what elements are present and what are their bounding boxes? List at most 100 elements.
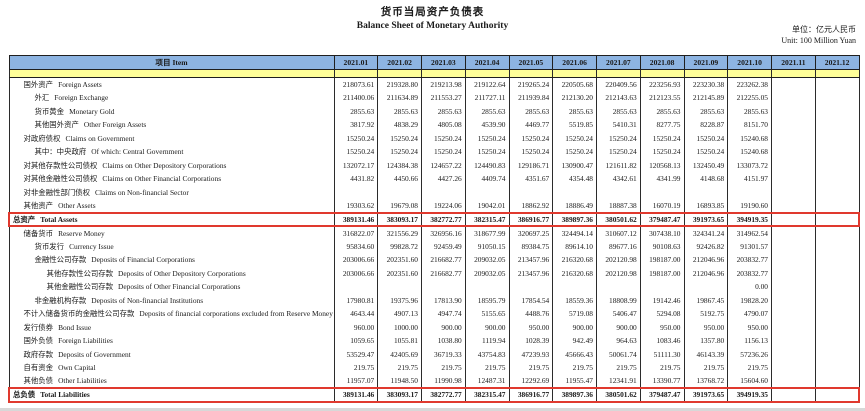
value-cell (464, 280, 510, 294)
item-label-cn: 金融性公司存款 (34, 255, 87, 265)
value-cell (814, 77, 860, 91)
item-label-en: Monetary Gold (69, 106, 115, 116)
value-cell: 4838.29 (377, 118, 422, 132)
value-cell (814, 334, 860, 348)
value-cell (771, 361, 816, 375)
value-cell: 121611.82 (596, 158, 641, 172)
value-cell: 15250.24 (333, 145, 379, 159)
value-cell: 212130.20 (552, 91, 597, 105)
value-cell: 19142.46 (639, 293, 685, 307)
value-cell (771, 334, 816, 348)
item-label-en: Claims on Other Financial Corporations (102, 174, 222, 184)
item-label-en: Claims on Non-financial Sector (95, 187, 189, 197)
item-label-cn: 不计入储备货币的金融性公司存款 (23, 309, 135, 319)
table-row: 对非金融性部门债权 Claims on Non-financial Sector (8, 185, 860, 199)
item-label-en: Bond Issue (58, 322, 92, 332)
value-cell: 95834.60 (333, 239, 379, 253)
value-cell: 18886.49 (552, 199, 597, 213)
value-cell: 89384.75 (508, 239, 554, 253)
table-row: 发行债券 Bond Issue 960.00 1000.00 900.00 900.00 9… (8, 320, 860, 334)
item-label-en: Deposits of Other Financial Corporations (118, 282, 241, 292)
value-cell (771, 211, 816, 227)
value-cell (771, 320, 816, 334)
value-cell: 219.75 (683, 361, 729, 375)
table-row: 其他存款性公司存款 Deposits of Other Depository Co… (8, 266, 860, 280)
item-label-en: Deposits of Government (58, 349, 131, 359)
item-cell: 国外资产 Foreign Assets (8, 77, 335, 91)
value-cell: 964.63 (596, 334, 641, 348)
value-cell: 12487.31 (464, 374, 510, 388)
value-cell: 2855.63 (464, 104, 510, 118)
item-label-en: Currency Issue (69, 241, 114, 251)
spacer-cell (377, 69, 422, 78)
value-cell: 310607.12 (596, 226, 641, 240)
value-cell: 129186.71 (508, 158, 554, 172)
value-cell (333, 185, 379, 199)
spacer-cell (727, 69, 772, 78)
value-cell: 15250.24 (508, 131, 554, 145)
value-cell (683, 185, 729, 199)
balance-sheet-table: 项目 Item 2021.01 2021.02 2021.03 2021.04 2021.… (8, 55, 860, 403)
value-cell: 15250.24 (377, 145, 422, 159)
value-cell: 4342.61 (596, 172, 641, 186)
value-cell (508, 185, 554, 199)
value-cell: 386916.77 (508, 387, 554, 403)
item-label-cn: 对其他存款性公司债权 (23, 160, 98, 170)
column-header: 2021.07 (596, 55, 641, 70)
value-cell: 11990.98 (421, 374, 466, 388)
page-title-cn: 货币当局资产负债表 (380, 7, 485, 18)
value-cell: 132450.49 (683, 158, 729, 172)
spacer-cell (8, 69, 335, 78)
value-cell: 382315.47 (464, 387, 510, 403)
value-cell: 19303.62 (333, 199, 379, 213)
value-cell (814, 320, 860, 334)
value-cell: 8277.75 (639, 118, 685, 132)
value-cell: 15240.68 (727, 131, 772, 145)
item-label-cn: 发行债券 (23, 322, 54, 332)
item-cell: 总负债 Total Liabilities (8, 387, 335, 403)
item-cell: 发行债券 Bond Issue (8, 320, 335, 334)
value-cell (814, 253, 860, 267)
value-cell: 13768.72 (683, 374, 729, 388)
value-cell (814, 91, 860, 105)
value-cell: 2855.63 (596, 104, 641, 118)
column-header: 2021.04 (464, 55, 510, 70)
value-cell: 124384.38 (377, 158, 422, 172)
value-cell: 900.00 (596, 320, 641, 334)
value-cell (814, 307, 860, 321)
value-cell: 50061.74 (596, 347, 641, 361)
value-cell: 324341.24 (683, 226, 729, 240)
value-cell (771, 199, 816, 213)
value-cell: 15604.60 (727, 374, 772, 388)
value-cell (771, 226, 816, 240)
value-cell: 320697.25 (508, 226, 554, 240)
value-cell: 11957.07 (333, 374, 379, 388)
item-label-en: Other Assets (58, 200, 96, 210)
column-header: 2021.10 (727, 55, 772, 70)
value-cell: 960.00 (333, 320, 379, 334)
value-cell: 389131.46 (333, 211, 379, 227)
value-cell: 211939.84 (508, 91, 554, 105)
spacer-cell (639, 69, 685, 78)
item-label-en: Foreign Assets (58, 80, 102, 89)
item-label-cn: 其他金融性公司存款 (46, 282, 114, 292)
item-cell: 对非金融性部门债权 Claims on Non-financial Sector (8, 185, 335, 199)
table-row: 政府存款 Deposits of Government 53529.47 42405.… (8, 347, 860, 361)
value-cell: 17854.54 (508, 293, 554, 307)
value-cell: 219.75 (639, 361, 685, 375)
item-label-en: Foreign Exchange (54, 93, 109, 103)
value-cell: 212255.05 (727, 91, 772, 105)
value-cell: 18595.79 (464, 293, 510, 307)
spacer-cell (421, 69, 466, 78)
item-cell: 自有资金 Own Capital (8, 361, 335, 375)
item-cell: 货币发行 Currency Issue (8, 239, 335, 253)
value-cell: 4431.82 (333, 172, 379, 186)
value-cell: 2855.63 (727, 104, 772, 118)
table-row: 国外资产 Foreign Assets 218073.61 219328.80 2192… (8, 77, 860, 91)
value-cell: 5155.65 (464, 307, 510, 321)
item-label-cn: 对非金融性部门债权 (23, 187, 91, 197)
table-row: 对政府债权 Claims on Government 15250.24 15250.2… (8, 131, 860, 145)
table-row: 其他资产 Other Assets 19303.62 19679.08 19224.06… (8, 199, 860, 213)
value-cell: 19679.08 (377, 199, 422, 213)
value-cell: 16893.85 (683, 199, 729, 213)
